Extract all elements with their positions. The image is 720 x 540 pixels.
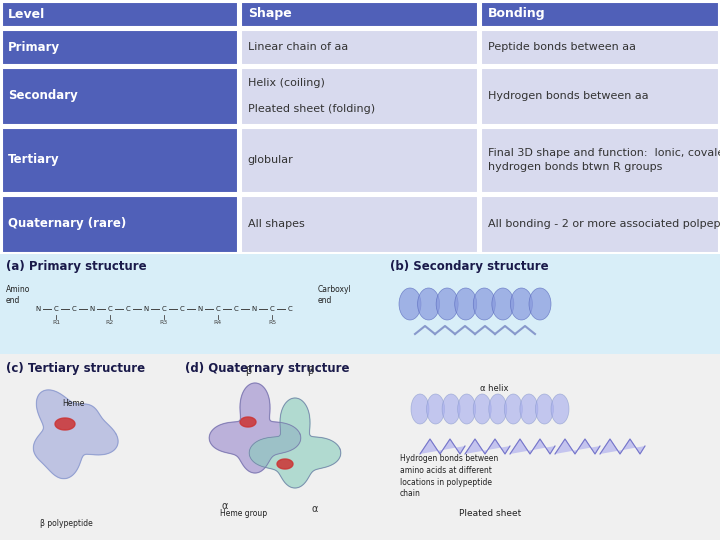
Text: (d) Quaternary structure: (d) Quaternary structure	[185, 362, 349, 375]
Bar	[241, 68, 478, 125]
Text: Secondary: Secondary	[8, 90, 78, 103]
Text: Heme: Heme	[62, 399, 84, 408]
Text: Pleated sheet: Pleated sheet	[459, 509, 521, 518]
Text: Primary: Primary	[8, 40, 60, 53]
Polygon shape	[465, 439, 510, 454]
Bar	[1, 2, 238, 26]
Bar	[241, 127, 478, 192]
Text: α: α	[222, 501, 228, 511]
Bar	[0, 354, 720, 540]
Text: C: C	[71, 306, 76, 312]
Text: N: N	[197, 306, 202, 312]
Polygon shape	[55, 418, 75, 430]
Text: Linear chain of aa: Linear chain of aa	[248, 42, 348, 52]
Text: N: N	[89, 306, 94, 312]
Ellipse shape	[418, 288, 440, 320]
Text: Hydrogen bonds between
amino acids at different
locations in polypeptide
chain: Hydrogen bonds between amino acids at di…	[400, 454, 498, 498]
Ellipse shape	[455, 288, 477, 320]
Polygon shape	[33, 390, 118, 478]
Text: C: C	[215, 306, 220, 312]
Polygon shape	[510, 439, 555, 454]
Bar	[241, 195, 478, 253]
Text: C: C	[125, 306, 130, 312]
Bar	[0, 254, 720, 540]
Bar	[481, 195, 719, 253]
Text: Helix (coiling)

Pleated sheet (folding): Helix (coiling) Pleated sheet (folding)	[248, 78, 375, 114]
Bar	[0, 254, 720, 354]
Ellipse shape	[436, 288, 458, 320]
Polygon shape	[600, 439, 645, 454]
Polygon shape	[210, 383, 301, 473]
Text: Quaternary (rare): Quaternary (rare)	[8, 218, 126, 231]
Text: (c) Tertiary structure: (c) Tertiary structure	[6, 362, 145, 375]
Text: β: β	[307, 366, 313, 376]
Polygon shape	[249, 398, 341, 488]
Text: Amino
end: Amino end	[6, 285, 30, 305]
Text: Peptide bonds between aa: Peptide bonds between aa	[487, 42, 636, 52]
Ellipse shape	[536, 394, 554, 424]
Ellipse shape	[510, 288, 532, 320]
Text: α: α	[312, 504, 318, 514]
Text: C: C	[53, 306, 58, 312]
Ellipse shape	[442, 394, 460, 424]
Text: Final 3D shape and function:  Ionic, covalent,
hydrogen bonds btwn R groups: Final 3D shape and function: Ionic, cova…	[487, 148, 720, 172]
Bar	[241, 30, 478, 64]
Ellipse shape	[426, 394, 444, 424]
Text: β: β	[245, 366, 251, 376]
Text: N: N	[251, 306, 256, 312]
Text: Carboxyl
end: Carboxyl end	[318, 285, 352, 305]
Bar	[481, 30, 719, 64]
Ellipse shape	[399, 288, 421, 320]
Ellipse shape	[489, 394, 507, 424]
Text: (a) Primary structure: (a) Primary structure	[6, 260, 147, 273]
Bar	[1, 195, 238, 253]
Polygon shape	[240, 417, 256, 427]
Text: N: N	[35, 306, 40, 312]
Text: Bonding: Bonding	[487, 8, 545, 21]
Text: α helix: α helix	[480, 384, 508, 393]
Text: globular: globular	[248, 155, 294, 165]
Text: β polypeptide: β polypeptide	[40, 519, 93, 528]
Bar	[481, 127, 719, 192]
Text: All shapes: All shapes	[248, 219, 305, 229]
Ellipse shape	[411, 394, 429, 424]
Text: C: C	[233, 306, 238, 312]
Text: Tertiary: Tertiary	[8, 153, 60, 166]
Ellipse shape	[504, 394, 522, 424]
Text: C: C	[107, 306, 112, 312]
Text: R2: R2	[106, 321, 114, 326]
Ellipse shape	[458, 394, 476, 424]
Polygon shape	[277, 459, 293, 469]
Text: R3: R3	[160, 321, 168, 326]
Ellipse shape	[551, 394, 569, 424]
Bar	[1, 127, 238, 192]
Polygon shape	[420, 439, 465, 454]
Text: C: C	[269, 306, 274, 312]
Text: R4: R4	[214, 321, 222, 326]
Text: R5: R5	[268, 321, 276, 326]
Text: R1: R1	[52, 321, 60, 326]
Ellipse shape	[473, 394, 491, 424]
Ellipse shape	[492, 288, 514, 320]
Text: Shape: Shape	[248, 8, 292, 21]
Ellipse shape	[520, 394, 538, 424]
Ellipse shape	[473, 288, 495, 320]
Ellipse shape	[529, 288, 551, 320]
Bar	[241, 2, 478, 26]
Text: All bonding - 2 or more associated polpeptides: All bonding - 2 or more associated polpe…	[487, 219, 720, 229]
Text: C: C	[161, 306, 166, 312]
Bar	[1, 68, 238, 125]
Text: (b) Secondary structure: (b) Secondary structure	[390, 260, 549, 273]
Bar	[481, 68, 719, 125]
Text: C: C	[179, 306, 184, 312]
Bar	[1, 30, 238, 64]
Text: N: N	[143, 306, 148, 312]
Bar	[481, 2, 719, 26]
Text: C: C	[287, 306, 292, 312]
Text: Level: Level	[8, 8, 45, 21]
Text: Heme group: Heme group	[220, 509, 267, 518]
Text: Hydrogen bonds between aa: Hydrogen bonds between aa	[487, 91, 648, 101]
Polygon shape	[555, 439, 600, 454]
